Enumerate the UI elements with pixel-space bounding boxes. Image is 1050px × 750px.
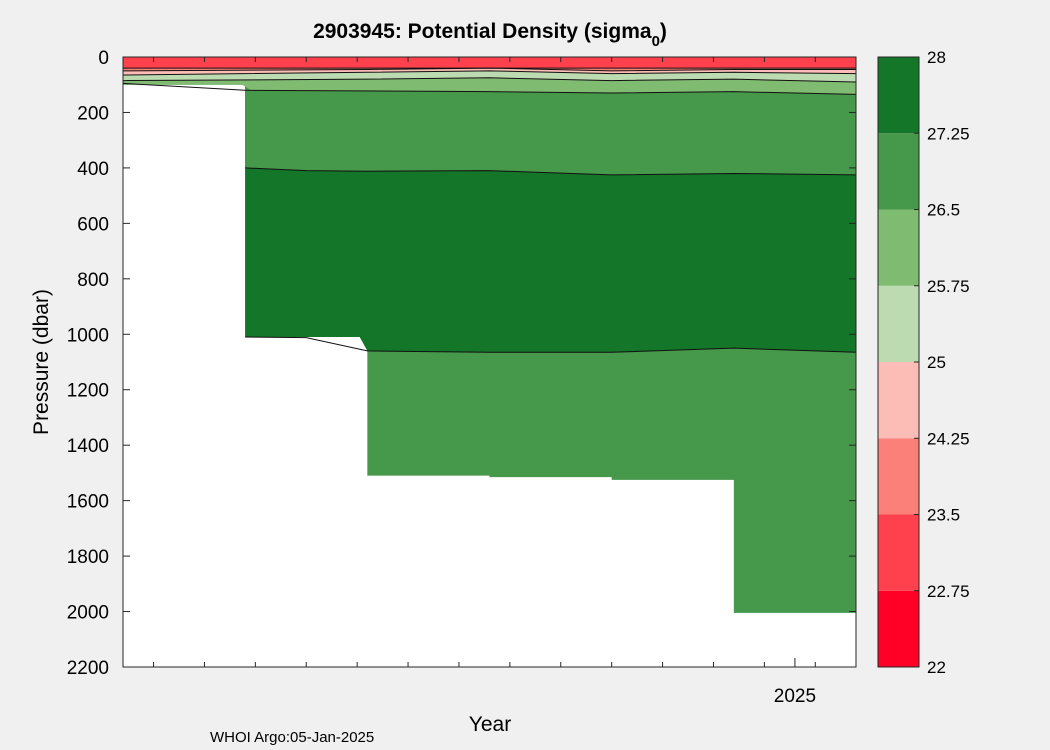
colorbar-tick-label: 22 <box>927 658 946 677</box>
y-tick-label: 200 <box>77 103 109 124</box>
chart-title: 2903945: Potential Density (sigma0) <box>313 20 667 50</box>
colorbar: 22 22.75 23.5 24.25 25 25.75 26.5 27.25 28 <box>877 48 970 677</box>
contour-line <box>245 167 857 176</box>
y-tick-label: 1000 <box>67 325 109 346</box>
y-axis: 0 200 400 600 800 1000 1200 1400 1600 1800 2000 220… <box>67 48 856 679</box>
contour-line <box>122 67 856 72</box>
y-tick-label: 1800 <box>67 547 109 568</box>
colorbar-tick-label: 26.5 <box>927 201 960 220</box>
x-axis-label: Year <box>469 713 511 736</box>
colorbar-tick-label: 25 <box>927 353 946 372</box>
colorbar-segment <box>878 57 919 134</box>
colorbar-segment <box>878 514 919 591</box>
contour-line <box>245 336 857 353</box>
colorbar-segment <box>878 285 919 362</box>
colorbar-segment <box>878 362 919 439</box>
x-tick-label: 2025 <box>774 686 816 707</box>
y-tick-label: 0 <box>98 48 109 69</box>
colorbar-tick-label: 28 <box>927 48 946 67</box>
contour-line <box>122 82 857 95</box>
contour-line <box>122 77 857 83</box>
y-tick-label: 1200 <box>67 381 109 402</box>
chart-title-end: ) <box>660 20 667 43</box>
x-axis: 2025 <box>153 57 816 707</box>
y-tick-label: 2200 <box>67 658 109 679</box>
colorbar-segment <box>878 438 919 515</box>
colorbar-segment <box>878 133 919 210</box>
plot-frame <box>122 56 857 668</box>
colorbar-tick-label: 27.25 <box>927 124 970 143</box>
y-tick-label: 1600 <box>67 492 109 513</box>
chart-title-subscript: 0 <box>652 33 660 50</box>
colorbar-tick-label: 23.5 <box>927 506 960 525</box>
y-tick-label: 2000 <box>67 603 109 624</box>
colorbar-tick-label: 24.25 <box>927 429 970 448</box>
colorbar-tick-label: 22.75 <box>927 582 970 601</box>
colorbar-tick-label: 25.75 <box>927 277 970 296</box>
colorbar-segment <box>878 590 919 667</box>
y-tick-label: 800 <box>77 270 109 291</box>
density-band <box>123 57 856 69</box>
y-tick-label: 1400 <box>67 436 109 457</box>
colorbar-segment <box>878 209 919 286</box>
contour-line-layer <box>122 67 857 353</box>
y-tick-label: 400 <box>77 159 109 180</box>
chart-title-main: 2903945: Potential Density (sigma <box>313 20 652 43</box>
y-axis-label: Pressure (dbar) <box>30 289 53 435</box>
y-tick-label: 600 <box>77 214 109 235</box>
credit-text: WHOI Argo:05-Jan-2025 <box>210 729 374 746</box>
contour-line <box>122 70 857 76</box>
